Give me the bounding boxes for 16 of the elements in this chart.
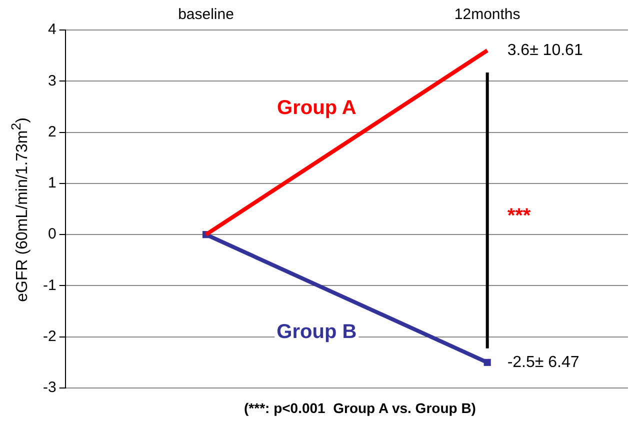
data-label: 3.6± 10.61 bbox=[507, 42, 583, 59]
y-tick-label: 1 bbox=[48, 174, 56, 192]
y-tick-label: -2 bbox=[42, 328, 56, 345]
x-tick-label: baseline bbox=[178, 6, 234, 24]
y-tick-label: -1 bbox=[42, 276, 56, 294]
series-label: Group A bbox=[277, 97, 356, 120]
x-tick-label: 12months bbox=[454, 6, 520, 24]
series-label: Group B bbox=[276, 321, 357, 344]
y-tick-label: 3 bbox=[48, 72, 56, 90]
data-label: -2.5± 6.47 bbox=[507, 354, 580, 371]
y-tick-label: 4 bbox=[48, 21, 56, 38]
y-tick-label: -3 bbox=[42, 379, 56, 396]
text: (***: p<0.001 Group A vs. Group B) bbox=[243, 400, 477, 416]
y-tick-label: 2 bbox=[48, 123, 56, 140]
annotation: *** bbox=[507, 204, 531, 227]
y-tick-label: 0 bbox=[48, 226, 56, 243]
